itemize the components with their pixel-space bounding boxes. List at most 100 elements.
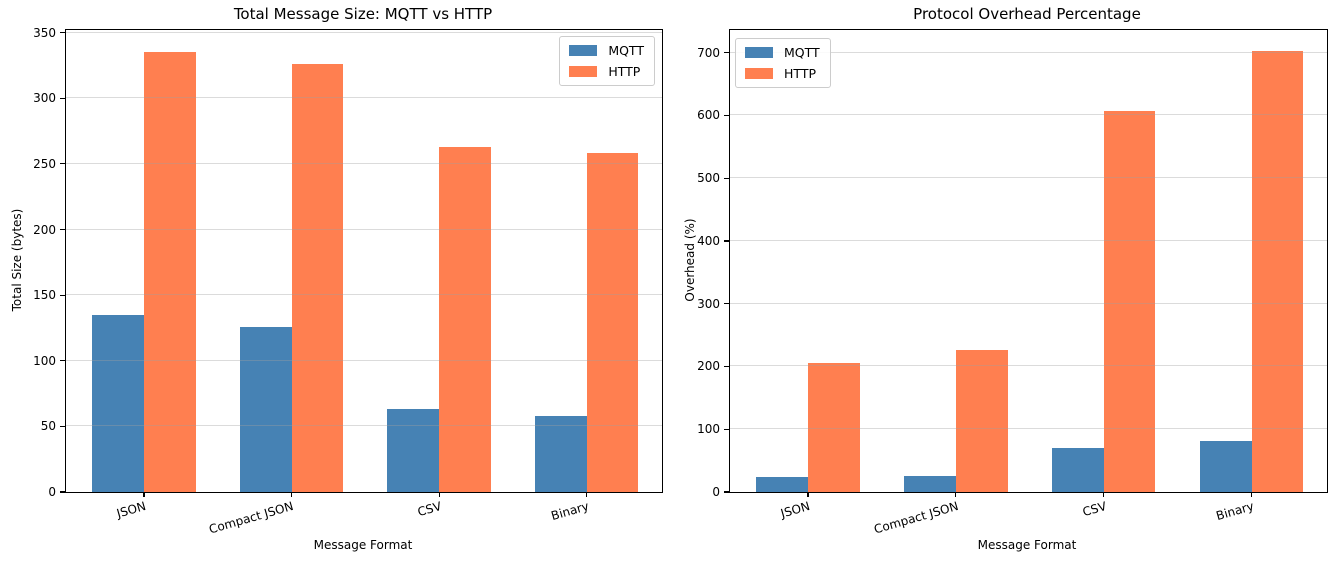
y-axis-label: Total Size (bytes): [10, 208, 24, 312]
legend-swatch-mqtt: [745, 47, 773, 58]
gridline: [730, 114, 1327, 116]
y-tick-label: 50: [40, 419, 56, 434]
bar-http-compact-json: [291, 64, 344, 492]
bar-http-json: [808, 362, 860, 492]
y-tick-label: 500: [697, 171, 720, 186]
legend-item-http: HTTP: [569, 64, 644, 79]
y-tick: [724, 491, 729, 493]
bar-mqtt-compact-json: [239, 326, 292, 492]
plot-area: 0 50 100 150 200 250 300 350 JSON Compact JSON CSV…: [33, 26, 663, 536]
y-tick: [60, 32, 65, 34]
legend-swatch-http: [569, 66, 598, 77]
x-tick-label: Binary: [549, 499, 591, 524]
x-tick: [438, 492, 440, 497]
chart-total-message-size: Total Message Size: MQTT vs HTTP Total S…: [10, 5, 663, 552]
legend-label-mqtt: MQTT: [608, 43, 644, 58]
x-axis-label: Message Format: [977, 538, 1077, 552]
legend-label-http: HTTP: [608, 64, 641, 79]
y-tick: [60, 97, 65, 99]
y-tick-label: 0: [712, 485, 720, 499]
legend-item-mqtt: MQTT: [569, 43, 644, 58]
x-tick: [955, 492, 957, 497]
y-tick-label: 100: [33, 353, 56, 368]
gridline: [66, 294, 662, 296]
y-tick-label: 300: [697, 296, 720, 311]
y-tick: [724, 303, 729, 305]
bar-mqtt-json: [92, 314, 144, 492]
y-tick: [60, 425, 65, 427]
gridline: [730, 365, 1327, 367]
legend: MQTT HTTP: [559, 36, 655, 86]
legend-swatch-http: [745, 68, 773, 79]
x-tick-label: JSON: [115, 499, 148, 521]
bar-mqtt-csv: [1052, 448, 1104, 492]
y-tick-label: 150: [33, 288, 56, 303]
gridline: [730, 302, 1327, 304]
bar-http-json: [143, 52, 196, 492]
gridline: [730, 177, 1327, 179]
y-tick: [724, 365, 729, 368]
y-tick: [724, 428, 729, 430]
legend: MQTT HTTP: [735, 38, 831, 88]
bar-mqtt-json: [756, 476, 809, 492]
chart-title: Protocol Overhead Percentage: [913, 5, 1141, 23]
chart-title: Total Message Size: MQTT vs HTTP: [233, 5, 493, 23]
gridline: [730, 239, 1327, 241]
x-tick: [586, 492, 588, 497]
y-tick-label: 600: [697, 108, 720, 123]
y-tick: [60, 360, 65, 362]
x-tick-label: CSV: [1080, 499, 1108, 520]
y-tick: [60, 294, 65, 296]
legend-item-mqtt: MQTT: [745, 45, 820, 60]
y-tick-label: 350: [33, 25, 56, 40]
x-tick: [1250, 492, 1253, 497]
y-tick-label: 400: [697, 233, 720, 248]
x-tick: [1103, 492, 1105, 497]
x-tick-label: Compact JSON: [207, 499, 296, 537]
legend-swatch-mqtt: [569, 45, 598, 56]
y-tick-label: 700: [697, 45, 720, 60]
bar-mqtt-csv: [387, 409, 440, 492]
x-tick: [807, 492, 809, 497]
y-tick: [60, 491, 65, 493]
chart-protocol-overhead: Protocol Overhead Percentage Overhead (%…: [667, 0, 1334, 566]
plot-area: 0 100 200 300 400 500 600 700 JSON Compact JSON CS…: [697, 29, 1328, 536]
bar-mqtt-binary: [1199, 441, 1252, 492]
y-tick: [724, 240, 729, 242]
legend-item-http: HTTP: [745, 66, 820, 81]
y-tick-label: 250: [33, 156, 56, 171]
y-tick-label: 200: [33, 222, 56, 237]
y-tick: [724, 177, 729, 179]
y-axis-label: Overhead (%): [683, 218, 697, 302]
y-tick: [724, 52, 729, 54]
gridline: [730, 428, 1327, 430]
x-tick-label: Binary: [1214, 499, 1256, 524]
legend-label-mqtt: MQTT: [784, 45, 820, 60]
x-tick: [290, 492, 293, 497]
y-tick: [60, 228, 65, 231]
x-tick-label: CSV: [415, 499, 443, 520]
y-tick-label: 200: [697, 359, 720, 374]
bar-http-binary: [586, 153, 639, 492]
gridline: [66, 162, 662, 164]
bar-http-csv: [439, 146, 491, 492]
y-tick-label: 100: [697, 422, 720, 437]
bar-mqtt-compact-json: [904, 475, 956, 492]
gridline: [66, 359, 662, 361]
x-tick: [143, 492, 145, 497]
legend-label-http: HTTP: [784, 66, 816, 81]
bar-http-binary: [1251, 50, 1304, 492]
gridline: [730, 51, 1327, 53]
y-tick: [724, 114, 729, 116]
x-tick-label: JSON: [779, 499, 812, 521]
y-tick-label: 0: [48, 485, 56, 499]
gridline: [66, 97, 662, 99]
gridline: [66, 228, 662, 230]
bar-mqtt-binary: [535, 415, 587, 492]
x-tick-label: Compact JSON: [872, 499, 960, 537]
gridline: [66, 425, 662, 427]
bar-http-csv: [1103, 110, 1156, 492]
x-axis-label: Message Format: [313, 538, 413, 552]
y-tick-label: 300: [33, 91, 56, 106]
y-tick: [60, 163, 65, 165]
